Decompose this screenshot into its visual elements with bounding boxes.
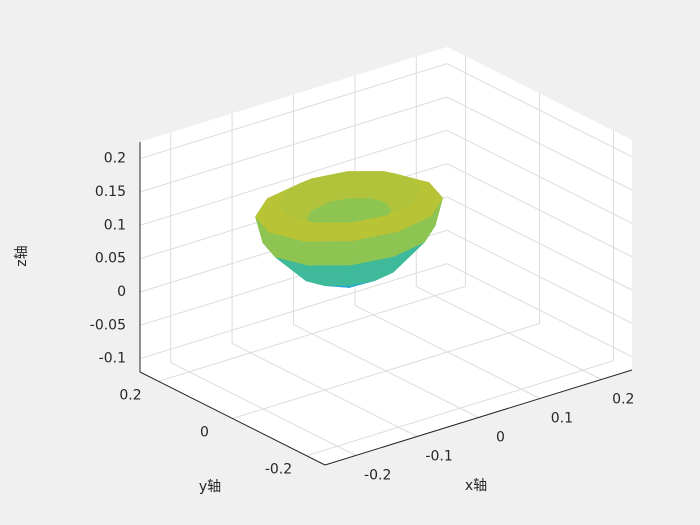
grid-line — [415, 56, 602, 380]
grid-line — [306, 130, 614, 457]
x-tick-label: 0 — [496, 430, 505, 446]
axes: -0.2 -0.1 0 0.1 0.2 -0.2 0 0.2 -0.1 -0.05 0 0.05 0.1… — [90, 142, 634, 484]
grid — [139, 56, 633, 457]
grid-line — [139, 196, 633, 293]
z-tick-label: 0.2 — [104, 151, 126, 167]
grid-line — [293, 94, 479, 418]
grid-line — [139, 163, 633, 260]
y-axis-label: y轴 — [199, 479, 221, 495]
z-tick-label: 0.1 — [104, 217, 126, 233]
y-tick-label: 0 — [200, 425, 209, 441]
x-tick-label: -0.2 — [364, 468, 391, 484]
y-tick-label: -0.2 — [265, 462, 292, 478]
axis-line — [139, 371, 326, 466]
x-tick-label: -0.1 — [425, 449, 452, 465]
axis-line — [324, 369, 633, 466]
grid-line — [139, 96, 633, 193]
grid-line — [139, 263, 633, 360]
surface-patch — [303, 222, 352, 242]
y-tick-label: 0.2 — [119, 387, 141, 403]
z-tick-label: 0 — [117, 284, 126, 300]
z-tick-label: -0.1 — [99, 351, 126, 367]
x-axis-label: x轴 — [465, 478, 487, 494]
z-tick-label: 0.15 — [95, 184, 126, 200]
z-axis-label: z轴 — [14, 245, 30, 266]
surface — [255, 171, 443, 288]
grid-line — [232, 93, 540, 419]
x-tick-label: 0.1 — [551, 411, 573, 427]
grid-line — [158, 56, 466, 382]
grid-line — [139, 63, 633, 160]
grid-line — [170, 132, 356, 456]
grid-line — [354, 75, 541, 399]
grid-line — [139, 229, 633, 326]
grid-line — [139, 129, 633, 226]
grid-line — [231, 113, 418, 437]
x-tick-label: 0.2 — [612, 392, 634, 408]
z-tick-label: 0.05 — [95, 251, 126, 267]
surface-patch — [303, 240, 352, 266]
z-tick-label: -0.05 — [90, 317, 126, 333]
